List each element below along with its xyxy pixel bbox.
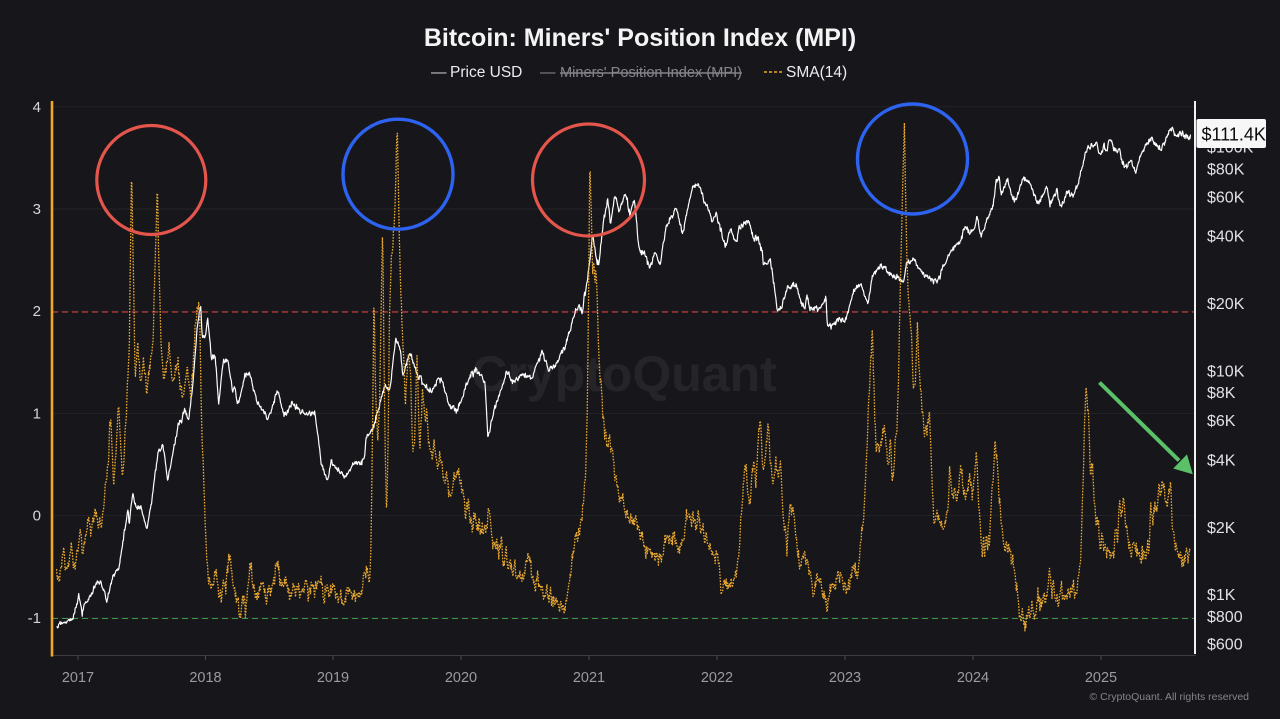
svg-text:Price USD: Price USD bbox=[450, 64, 522, 81]
svg-text:$6K: $6K bbox=[1207, 413, 1236, 430]
svg-text:—: — bbox=[540, 64, 556, 81]
svg-text:$60K: $60K bbox=[1207, 189, 1245, 206]
svg-text:CryptoQuant: CryptoQuant bbox=[471, 346, 777, 402]
svg-text:2019: 2019 bbox=[317, 670, 349, 686]
svg-text:4: 4 bbox=[33, 99, 41, 116]
svg-text:Miners' Position Index (MPI): Miners' Position Index (MPI) bbox=[560, 65, 742, 81]
svg-text:2024: 2024 bbox=[957, 670, 989, 686]
svg-text:$40K: $40K bbox=[1207, 229, 1245, 246]
svg-text:2: 2 bbox=[33, 303, 41, 320]
svg-text:$20K: $20K bbox=[1207, 296, 1245, 313]
svg-text:2020: 2020 bbox=[445, 670, 477, 686]
svg-text:$600: $600 bbox=[1207, 637, 1243, 654]
svg-text:-1: -1 bbox=[28, 610, 41, 627]
svg-text:2023: 2023 bbox=[829, 670, 861, 686]
svg-text:3: 3 bbox=[33, 201, 41, 218]
svg-text:$10K: $10K bbox=[1207, 363, 1245, 380]
svg-text:1: 1 bbox=[33, 405, 41, 422]
svg-text:2018: 2018 bbox=[189, 670, 221, 686]
svg-text:© CryptoQuant. All rights rese: © CryptoQuant. All rights reserved bbox=[1090, 691, 1250, 703]
svg-text:$2K: $2K bbox=[1207, 520, 1236, 537]
svg-text:—: — bbox=[431, 64, 447, 81]
svg-text:$111.4K: $111.4K bbox=[1202, 125, 1266, 145]
svg-text:$800: $800 bbox=[1207, 609, 1243, 626]
svg-text:2017: 2017 bbox=[62, 670, 94, 686]
svg-text:2025: 2025 bbox=[1085, 670, 1117, 686]
svg-text:$1K: $1K bbox=[1207, 587, 1236, 604]
svg-text:$4K: $4K bbox=[1207, 452, 1236, 469]
svg-text:0: 0 bbox=[33, 508, 41, 525]
svg-text:2021: 2021 bbox=[573, 670, 605, 686]
svg-text:SMA(14): SMA(14) bbox=[786, 64, 847, 81]
svg-text:Bitcoin: Miners' Position Inde: Bitcoin: Miners' Position Index (MPI) bbox=[424, 24, 856, 52]
svg-text:$80K: $80K bbox=[1207, 161, 1245, 178]
svg-text:$8K: $8K bbox=[1207, 385, 1236, 402]
svg-text:2022: 2022 bbox=[701, 670, 733, 686]
